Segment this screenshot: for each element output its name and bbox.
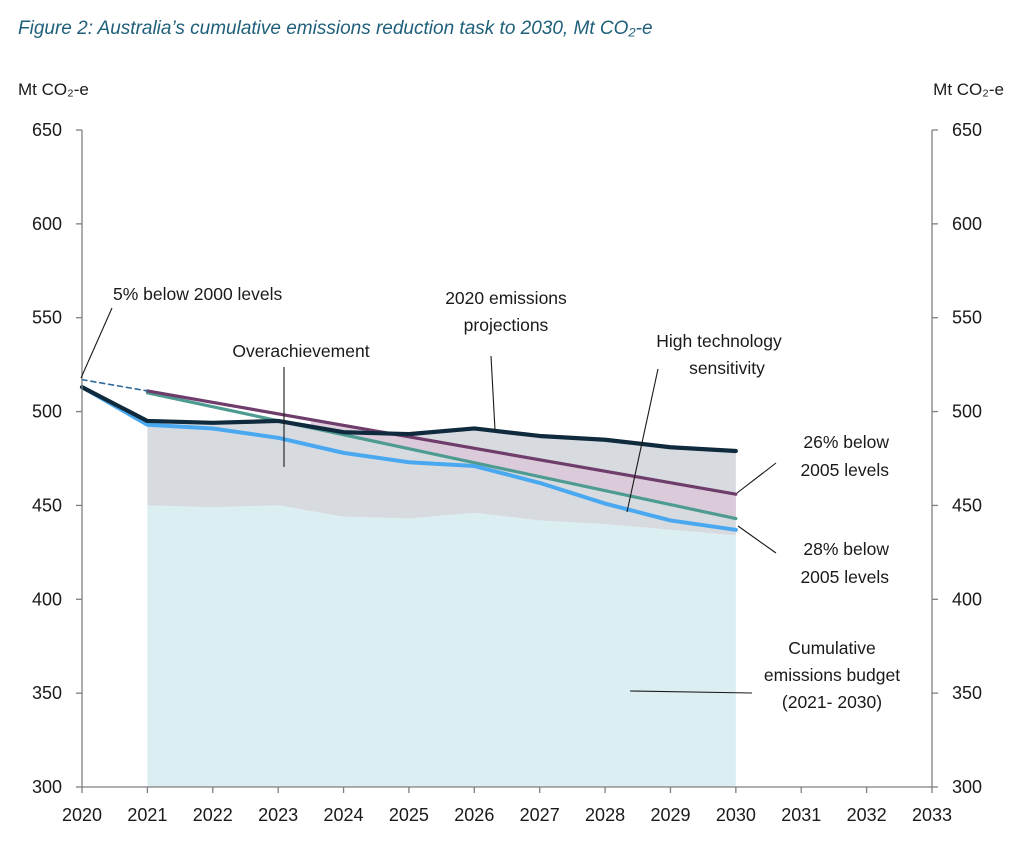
leader-budget (629, 690, 753, 694)
y-axis-left-unit: Mt CO₂-e (18, 80, 89, 99)
annotation-overachievement: Overachievement (232, 341, 369, 361)
leader-28pct (737, 525, 777, 554)
y-tick-right-label: 350 (952, 683, 982, 703)
x-tick-label: 2029 (650, 805, 690, 825)
line-high-technology-sensitivity (80, 385, 738, 532)
x-tick-label: 2026 (454, 805, 494, 825)
leader-2020-projections (490, 355, 496, 431)
x-tick-label: 2032 (847, 805, 887, 825)
leader-26pct (736, 462, 777, 494)
y-tick-left-label: 600 (32, 214, 62, 234)
cumulative-budget-area (147, 505, 736, 787)
annotation-budget-line1: Cumulative (788, 638, 876, 658)
annotation-layer: 5% below 2000 levels 2020 emissions projec… (80, 284, 900, 712)
y-tick-right-label: 600 (952, 214, 982, 234)
line-26pct-below-2005 (145, 389, 738, 496)
line-5pct-below-2000 (81, 378, 149, 392)
y-tick-right-label: 650 (952, 120, 982, 140)
y-tick-left-label: 450 (32, 495, 62, 515)
x-tick-label: 2033 (912, 805, 952, 825)
y-tick-left-label: 300 (32, 777, 62, 797)
overachievement-area (147, 420, 736, 536)
y-tick-left-label: 400 (32, 589, 62, 609)
leader-5pct-below-2000 (80, 307, 113, 379)
area-layer (147, 419, 736, 787)
x-tick-label: 2022 (193, 805, 233, 825)
annotation-2020-projections-line2: projections (464, 315, 549, 335)
leader-high-technology (626, 368, 659, 513)
target-band-area (310, 419, 736, 519)
annotation-28pct-line2: 2005 levels (800, 567, 889, 587)
annotation-budget-line2: emissions budget (764, 665, 900, 685)
line-28pct-below-2005 (145, 391, 738, 521)
annotation-budget-line3: (2021- 2030) (782, 692, 882, 712)
annotation-high-technology-line2: sensitivity (689, 358, 765, 378)
annotation-5pct-below-2000: 5% below 2000 levels (113, 284, 283, 304)
y-tick-right-label: 500 (952, 402, 982, 422)
y-tick-right-label: 450 (952, 495, 982, 515)
x-tick-label: 2023 (258, 805, 298, 825)
y-axis-right-unit: Mt CO₂-e (933, 80, 1004, 99)
annotation-2020-projections-line1: 2020 emissions (445, 288, 567, 308)
annotation-high-technology-line1: High technology (656, 331, 782, 351)
figure-title: Figure 2: Australia’s cumulative emissio… (18, 18, 653, 39)
y-tick-left-label: 500 (32, 402, 62, 422)
y-tick-right-label: 300 (952, 777, 982, 797)
axes-layer: 300 300 350 350 400 400 450 450 500 500 550 550 600 6… (18, 80, 1004, 825)
annotation-28pct-line1: 28% below (803, 539, 889, 559)
x-tick-label: 2021 (127, 805, 167, 825)
y-tick-right-label: 400 (952, 589, 982, 609)
x-tick-label: 2028 (585, 805, 625, 825)
y-tick-left-label: 350 (32, 683, 62, 703)
x-tick-label: 2024 (324, 805, 364, 825)
x-tick-label: 2030 (716, 805, 756, 825)
annotation-26pct-line2: 2005 levels (800, 460, 889, 480)
annotation-26pct-line1: 26% below (803, 432, 889, 452)
x-tick-label: 2020 (62, 805, 102, 825)
x-tick-label: 2031 (781, 805, 821, 825)
line-2020-emissions-projections (79, 385, 738, 454)
series-layer (79, 378, 738, 532)
x-tick-label: 2025 (389, 805, 429, 825)
y-tick-left-label: 550 (32, 308, 62, 328)
x-tick-label: 2027 (520, 805, 560, 825)
y-tick-right-label: 550 (952, 308, 982, 328)
y-tick-left-label: 650 (32, 120, 62, 140)
